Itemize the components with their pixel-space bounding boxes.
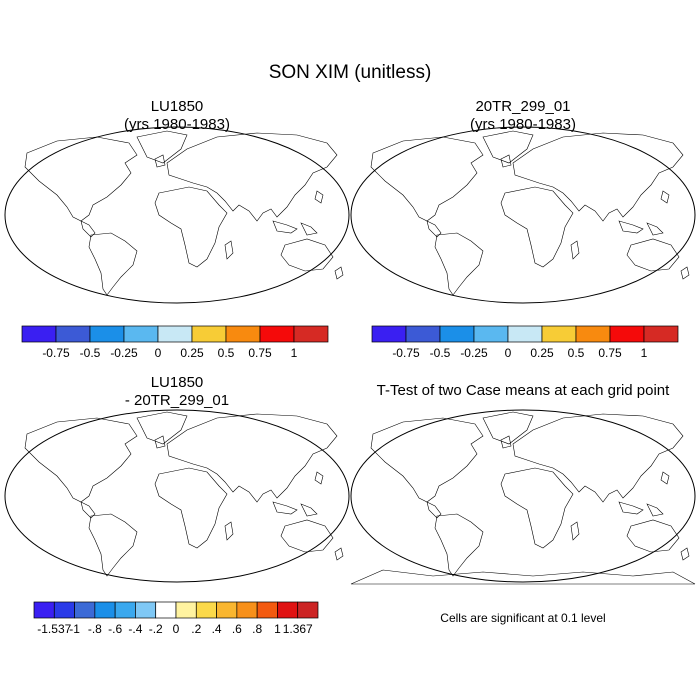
colorbar-tick-label: 0.5 <box>218 346 235 360</box>
colorbar-swatch <box>33 601 55 619</box>
panel-title-line1: LU1850 <box>150 98 204 115</box>
map-panel-20tr <box>350 126 696 304</box>
panel-title-line2: (yrs 1980-1983) <box>124 116 230 133</box>
colorbar-tick-label: 0.5 <box>568 346 585 360</box>
panel-title-ttest: T-Test of two Case means at each grid po… <box>358 382 688 400</box>
colorbar-tick-label: -1.537 <box>37 622 71 636</box>
colorbar-tick-label: 1 <box>641 346 648 360</box>
figure-title: SON XIM (unitless) <box>268 62 432 83</box>
panel-title-20tr: 20TR_299_01 (yrs 1980-1983) <box>358 98 688 134</box>
panel-title-line2: - 20TR_299_01 <box>124 392 230 409</box>
panel-title-line1: LU1850 <box>150 374 204 391</box>
colorbar-swatch <box>609 325 645 343</box>
colorbar-tick-label: 0.25 <box>180 346 204 360</box>
panel-title-line1: 20TR_299_01 <box>475 98 571 115</box>
colorbar-swatch <box>195 601 217 619</box>
colorbar-tick-label: -0.5 <box>80 346 101 360</box>
colorbar-swatch <box>293 325 329 343</box>
map-panel-diff <box>4 409 350 583</box>
colorbar-swatch <box>55 325 91 343</box>
colorbar-tick-label: 0 <box>505 346 512 360</box>
panel-title-line1: T-Test of two Case means at each grid po… <box>376 382 670 399</box>
colorbar-tick-label: 0.75 <box>598 346 622 360</box>
significance-note: Cells are significant at 0.1 level <box>440 611 605 625</box>
colorbar-swatch <box>297 601 319 619</box>
significant-cells <box>391 442 675 558</box>
map-panel-ttest <box>350 409 696 585</box>
colorbar-tick-label: 0 <box>173 622 180 636</box>
colorbar-tick-label: .6 <box>232 622 242 636</box>
region-samerica <box>89 233 137 295</box>
colorbar-swatch <box>259 325 295 343</box>
colorbar-swatch <box>371 325 407 343</box>
colorbar-swatch <box>216 601 238 619</box>
colorbar-tick-label: 0.25 <box>530 346 554 360</box>
colorbar-swatch <box>123 325 159 343</box>
colorbar-tick-label: .4 <box>212 622 222 636</box>
colorbar-tick-label: -.4 <box>128 622 142 636</box>
colorbar-swatch <box>191 325 227 343</box>
colorbar-swatch <box>74 601 96 619</box>
colorbar-tick-label: 1 <box>291 346 298 360</box>
panel-title-diff: LU1850 - 20TR_299_01 <box>12 374 342 410</box>
colorbar-swatch <box>473 325 509 343</box>
colorbar-tick-label: 1.367 <box>283 622 313 636</box>
colorbar-swatch <box>256 601 278 619</box>
colorbar-tick-label: -.6 <box>108 622 122 636</box>
colorbar-swatch <box>277 601 299 619</box>
colorbar-tick-label: .2 <box>191 622 201 636</box>
colorbar-swatch <box>507 325 543 343</box>
colorbar-swatch <box>405 325 441 343</box>
colorbar-swatch <box>225 325 261 343</box>
colorbar-swatch <box>175 601 197 619</box>
colorbar-swatch <box>21 325 57 343</box>
colorbar-tick-label: -.2 <box>149 622 163 636</box>
colorbar-tick-label: .8 <box>252 622 262 636</box>
colorbar-tick-label: -0.75 <box>42 346 70 360</box>
colorbar-20tr: -0.75 -0.5 -0.25 0 0.25 0.5 0.75 1 <box>371 325 679 360</box>
colorbar-tick-label: -.8 <box>88 622 102 636</box>
colorbar-tick-label: 0 <box>155 346 162 360</box>
region-africa <box>155 187 233 267</box>
map-panel-lu1850 <box>4 126 350 304</box>
colorbar-diff: -1.537-1 -.8 -.6 -.4 -.2 0 .2 .4 .6 .8 1 1.367 <box>33 601 319 636</box>
colorbar-swatch <box>53 601 75 619</box>
panel-title-lu1850: LU1850 (yrs 1980-1983) <box>12 98 342 134</box>
colorbar-swatch <box>575 325 611 343</box>
colorbar-swatch <box>89 325 125 343</box>
colorbar-swatch <box>114 601 136 619</box>
colorbar-swatch <box>157 325 193 343</box>
colorbar-swatch <box>155 601 177 619</box>
colorbar-swatch <box>439 325 475 343</box>
colorbar-tick-label: 0.75 <box>248 346 272 360</box>
colorbar-tick-label: -0.25 <box>110 346 138 360</box>
colorbar-swatch <box>94 601 116 619</box>
colorbar-tick-label: -0.5 <box>430 346 451 360</box>
colorbar-swatch <box>135 601 157 619</box>
colorbar-swatch <box>236 601 258 619</box>
colorbar-tick-label: -1 <box>69 622 80 636</box>
colorbar-swatch <box>541 325 577 343</box>
colorbar-swatch <box>643 325 679 343</box>
colorbar-lu1850: -0.75 -0.5 -0.25 0 0.25 0.5 0.75 1 <box>21 325 329 360</box>
region-australia <box>281 239 343 279</box>
colorbar-tick-label: -0.75 <box>392 346 420 360</box>
colorbar-tick-label: -0.25 <box>460 346 488 360</box>
region-antarctica <box>5 289 349 303</box>
panel-title-line2: (yrs 1980-1983) <box>470 116 576 133</box>
colorbar-tick-label: 1 <box>274 622 281 636</box>
